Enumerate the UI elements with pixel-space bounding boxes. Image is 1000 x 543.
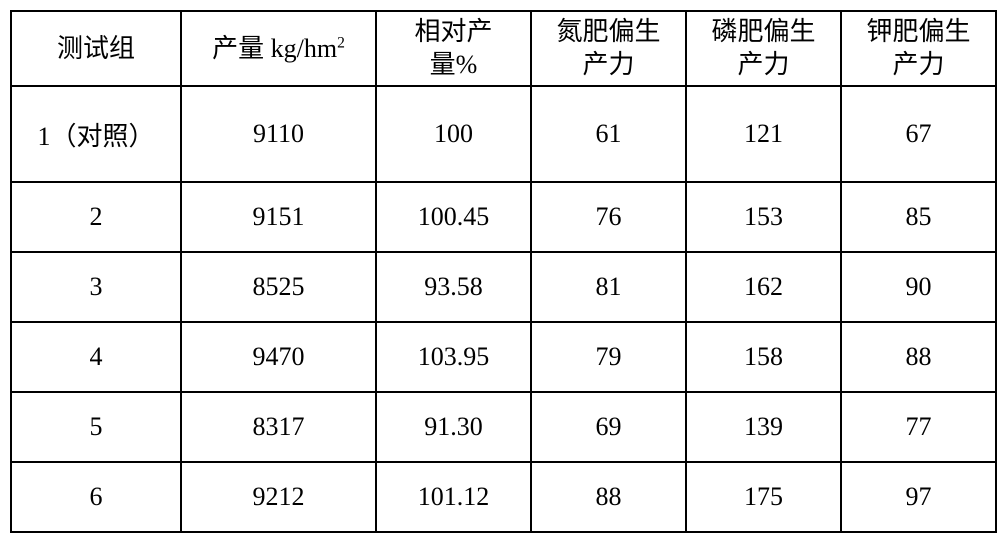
- cell-relative-yield: 93.58: [376, 252, 531, 322]
- cell-n-productivity: 79: [531, 322, 686, 392]
- table-row: 6 9212 101.12 88 175 97: [11, 462, 996, 532]
- cell-n-productivity: 81: [531, 252, 686, 322]
- cell-k-productivity: 77: [841, 392, 996, 462]
- cell-relative-yield: 101.12: [376, 462, 531, 532]
- cell-test-group: 2: [11, 182, 181, 252]
- cell-k-productivity: 90: [841, 252, 996, 322]
- cell-test-group: 3: [11, 252, 181, 322]
- cell-yield: 8317: [181, 392, 376, 462]
- header-test-group-label: 测试组: [57, 34, 135, 63]
- cell-n-productivity: 69: [531, 392, 686, 462]
- cell-test-group: 6: [11, 462, 181, 532]
- cell-yield: 9212: [181, 462, 376, 532]
- cell-relative-yield: 100: [376, 86, 531, 182]
- table-body: 1（对照） 9110 100 61 121 67 2 9151 100.45 7…: [11, 86, 996, 532]
- cell-test-group: 1（对照）: [11, 86, 181, 182]
- cell-p-productivity: 162: [686, 252, 841, 322]
- cell-yield: 9151: [181, 182, 376, 252]
- cell-n-productivity: 76: [531, 182, 686, 252]
- table-row: 1（对照） 9110 100 61 121 67: [11, 86, 996, 182]
- cell-n-productivity: 88: [531, 462, 686, 532]
- table-row: 3 8525 93.58 81 162 90: [11, 252, 996, 322]
- cell-p-productivity: 175: [686, 462, 841, 532]
- header-p-productivity: 磷肥偏生产力: [686, 11, 841, 86]
- data-table: 测试组 产量 kg/hm2 相对产量% 氮肥偏生产力 磷肥偏生产力 钾肥偏生产力…: [10, 10, 997, 533]
- header-yield-sup: 2: [337, 34, 345, 51]
- header-yield: 产量 kg/hm2: [181, 11, 376, 86]
- cell-p-productivity: 121: [686, 86, 841, 182]
- header-relative-yield-label: 相对产量%: [414, 16, 492, 81]
- cell-n-productivity: 61: [531, 86, 686, 182]
- cell-relative-yield: 103.95: [376, 322, 531, 392]
- header-k-productivity-label: 钾肥偏生产力: [866, 16, 970, 81]
- cell-k-productivity: 85: [841, 182, 996, 252]
- cell-yield: 9470: [181, 322, 376, 392]
- table-row: 4 9470 103.95 79 158 88: [11, 322, 996, 392]
- cell-test-group: 5: [11, 392, 181, 462]
- header-test-group: 测试组: [11, 11, 181, 86]
- header-row: 测试组 产量 kg/hm2 相对产量% 氮肥偏生产力 磷肥偏生产力 钾肥偏生产力: [11, 11, 996, 86]
- header-yield-label-part1: 产量 kg/hm: [212, 34, 337, 63]
- cell-k-productivity: 67: [841, 86, 996, 182]
- cell-p-productivity: 153: [686, 182, 841, 252]
- cell-p-productivity: 139: [686, 392, 841, 462]
- header-n-productivity: 氮肥偏生产力: [531, 11, 686, 86]
- cell-p-productivity: 158: [686, 322, 841, 392]
- header-relative-yield: 相对产量%: [376, 11, 531, 86]
- cell-k-productivity: 97: [841, 462, 996, 532]
- cell-yield: 8525: [181, 252, 376, 322]
- cell-k-productivity: 88: [841, 322, 996, 392]
- table-row: 2 9151 100.45 76 153 85: [11, 182, 996, 252]
- table-header: 测试组 产量 kg/hm2 相对产量% 氮肥偏生产力 磷肥偏生产力 钾肥偏生产力: [11, 11, 996, 86]
- cell-relative-yield: 91.30: [376, 392, 531, 462]
- header-p-productivity-label: 磷肥偏生产力: [711, 16, 815, 81]
- header-n-productivity-label: 氮肥偏生产力: [556, 16, 660, 81]
- cell-relative-yield: 100.45: [376, 182, 531, 252]
- header-k-productivity: 钾肥偏生产力: [841, 11, 996, 86]
- cell-test-group: 4: [11, 322, 181, 392]
- cell-yield: 9110: [181, 86, 376, 182]
- table-row: 5 8317 91.30 69 139 77: [11, 392, 996, 462]
